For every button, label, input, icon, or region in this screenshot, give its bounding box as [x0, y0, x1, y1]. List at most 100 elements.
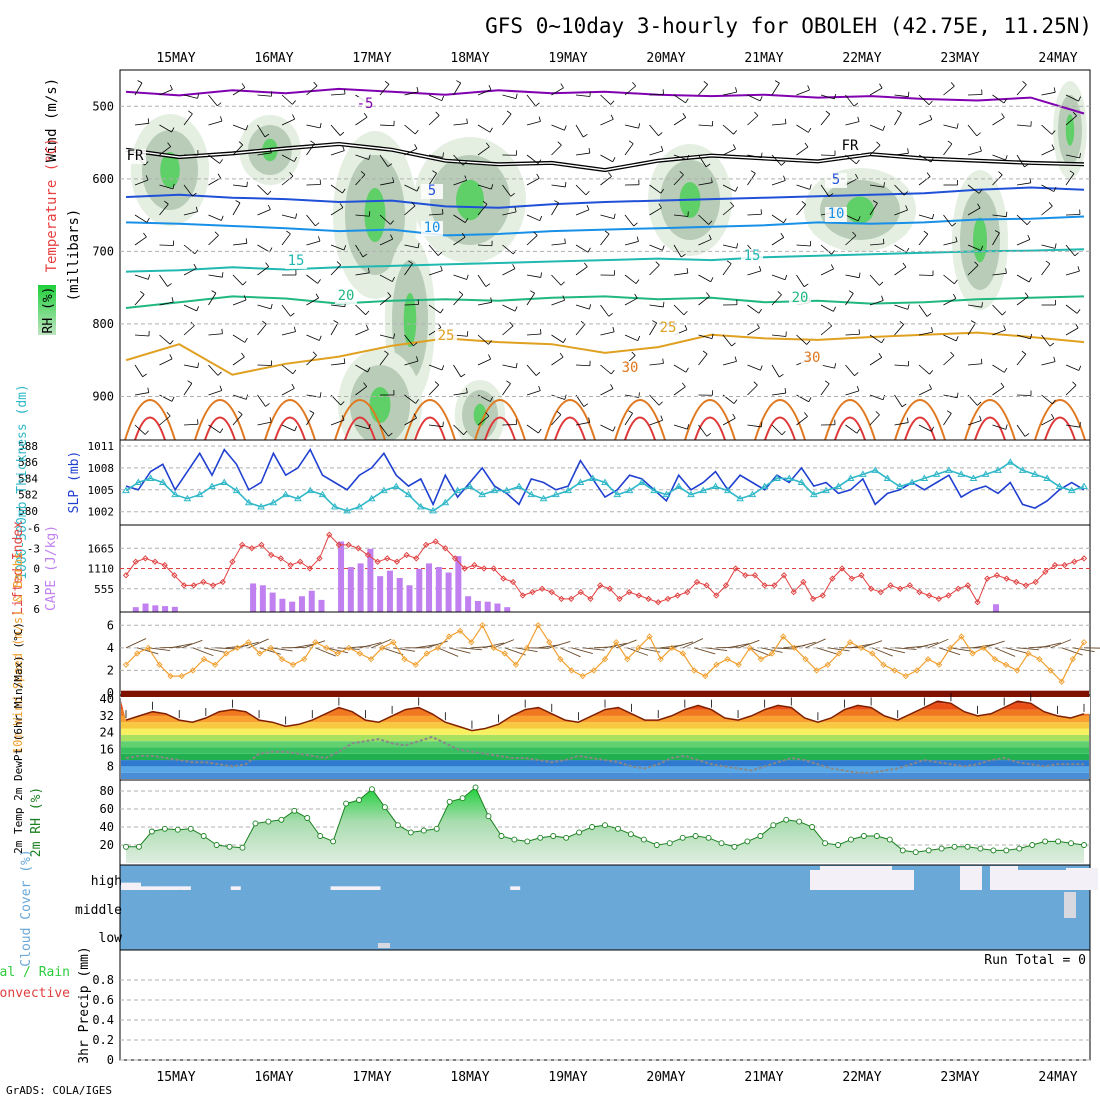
wind-barb	[428, 115, 440, 126]
lifted-index-point	[432, 538, 439, 545]
wind-barb-flag	[137, 80, 143, 84]
isotherm-30-arc	[474, 399, 526, 440]
wind-barb	[992, 154, 1006, 161]
wind-barb-flag	[923, 230, 929, 235]
wind-speed-point	[356, 650, 364, 657]
wind-barb-flag	[1075, 323, 1079, 329]
lifted-index-point	[984, 575, 991, 582]
rh-point	[291, 807, 298, 814]
wind-barb-flag	[783, 175, 786, 181]
wind10m-barb	[582, 647, 605, 651]
wind-barb	[845, 274, 860, 279]
lifted-index-point	[955, 585, 962, 592]
wind-barb-flag	[313, 81, 318, 87]
wind-barb-flag	[292, 114, 296, 120]
lifted-index-point	[238, 541, 246, 549]
wind-barb-flag	[197, 93, 200, 99]
wind-barb	[453, 123, 468, 126]
wind-barb	[502, 364, 517, 369]
wind-barb-flag	[538, 116, 541, 122]
wind-barb	[649, 363, 664, 366]
wind-barb	[869, 334, 882, 344]
rh-point	[200, 833, 207, 839]
thickness-point	[355, 502, 364, 510]
dewpoint-line	[125, 735, 1084, 774]
rh-point	[407, 829, 414, 836]
wind-barb	[575, 364, 591, 367]
lifted-index-tick-label: 0	[33, 563, 40, 576]
wind-barb	[404, 91, 419, 96]
wind-speed-point	[624, 656, 631, 663]
contour-label-bg	[789, 291, 811, 306]
wind-barb-flag	[1004, 367, 1008, 373]
wind10m-barb	[215, 647, 238, 650]
wind-barb	[918, 119, 933, 126]
wind-barb-flag	[294, 426, 298, 432]
wind-barb-flag	[1094, 81, 1098, 84]
wind-barb-flag	[221, 328, 223, 334]
wind-barb-flag	[485, 142, 490, 148]
rh-point	[1042, 838, 1049, 845]
rh-shading-core	[364, 188, 386, 242]
wind-barb-flag	[947, 140, 953, 145]
wind-barb-flag	[706, 432, 711, 437]
rh-point	[239, 844, 246, 851]
wind-barb-flag	[780, 233, 785, 238]
thickness-point	[330, 502, 339, 510]
wind-barb	[747, 304, 760, 314]
wind-barb-flag	[686, 154, 690, 160]
wind-speed-point	[546, 639, 553, 646]
wind10m-barb	[203, 647, 226, 653]
lifted-index-point	[248, 545, 255, 552]
wind-barb-flag	[245, 238, 248, 244]
wind-barb-flag	[220, 116, 223, 122]
wind-barb-flag	[432, 170, 437, 174]
wind-barb-flag	[589, 304, 592, 310]
wind-barb-flag	[456, 80, 461, 84]
wind-barb	[1065, 115, 1077, 126]
wind-speed-tick-label: 4	[107, 641, 114, 655]
wind-speed-point	[345, 644, 352, 651]
wind-barb	[943, 85, 955, 96]
wind-barb	[943, 394, 958, 399]
thickness-point	[846, 474, 855, 481]
lifted-index-point	[897, 585, 904, 592]
thickness-point	[208, 482, 216, 490]
wind-barb	[134, 392, 149, 396]
lifted-index-point	[538, 585, 546, 592]
thickness-point	[957, 470, 966, 477]
wind-barb	[1016, 334, 1031, 340]
wind-barb	[943, 241, 958, 246]
wind-barb-flag	[416, 186, 420, 192]
wind-barb-flag	[317, 279, 321, 284]
wind-barb	[1065, 304, 1078, 314]
wind-barb-flag	[310, 140, 315, 144]
lifted-index-point	[268, 551, 275, 559]
lifted-index-point	[1003, 575, 1010, 582]
wind-barb-flag	[1074, 252, 1079, 257]
wind-barb-flag	[392, 276, 395, 282]
rh-point	[161, 825, 168, 832]
wind-speed-point	[947, 644, 954, 651]
wind-barb-flag	[928, 384, 932, 390]
lifted-index-point	[867, 585, 875, 592]
wind-barb	[649, 150, 664, 156]
wind-barb	[134, 122, 149, 126]
wind-barb	[281, 175, 294, 186]
wind-barb	[208, 214, 222, 221]
wind-barb	[624, 214, 634, 227]
cape-bar	[435, 567, 442, 612]
wind-barb-flag	[978, 189, 983, 194]
wind-barb	[698, 182, 713, 186]
thickness-point	[515, 482, 523, 490]
wind-barb	[477, 89, 492, 96]
wind-barb	[306, 85, 318, 96]
wind-barb	[967, 304, 982, 308]
wind-barb	[992, 364, 1005, 373]
wind-speed-point	[846, 639, 854, 646]
wind-barb-flag	[899, 320, 904, 325]
wind-barb-flag	[655, 261, 660, 266]
wind-barb-flag	[685, 367, 689, 373]
wind-barb-flag	[413, 413, 417, 419]
wind-barb-flag	[658, 401, 663, 406]
